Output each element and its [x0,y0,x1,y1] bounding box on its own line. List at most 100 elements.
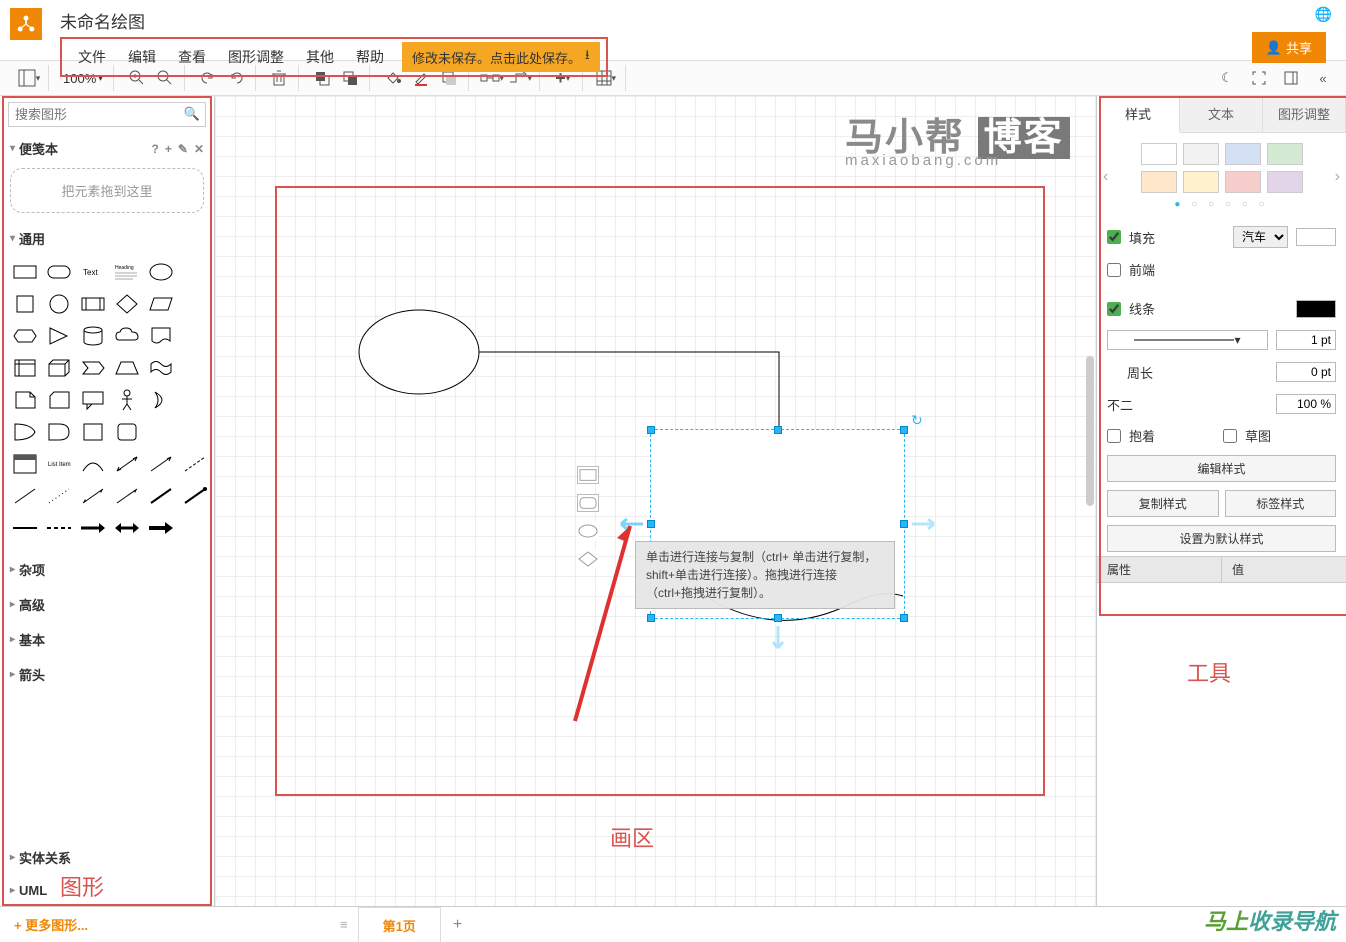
shape-rect[interactable] [10,258,40,286]
tab-text[interactable]: 文本 [1180,96,1263,132]
fullscreen-button[interactable] [1246,65,1272,91]
menu-shape-adjust[interactable]: 图形调整 [218,43,294,71]
shape-listitem[interactable]: List Item [44,450,74,478]
swatch[interactable] [1183,171,1219,193]
menu-other[interactable]: 其他 [296,43,344,71]
copy-style-button[interactable]: 复制样式 [1107,490,1219,517]
shape-arrow-thin[interactable] [112,482,142,510]
quick-shape-roundrect[interactable] [577,494,599,512]
shape-tape[interactable] [146,354,176,382]
swatch[interactable] [1225,143,1261,165]
shape-and[interactable] [44,418,74,446]
shape-blank7[interactable] [180,418,210,446]
shape-internal-storage[interactable] [10,354,40,382]
swatch[interactable] [1141,143,1177,165]
perimeter-input[interactable] [1276,362,1336,382]
shape-list[interactable] [10,450,40,478]
edit-style-button[interactable]: 编辑样式 [1107,455,1336,482]
shape-solid-line[interactable] [10,514,40,542]
shape-callout[interactable] [78,386,108,414]
rotate-handle[interactable]: ↻ [911,412,923,429]
shape-trapezoid[interactable] [112,354,142,382]
shape-moon[interactable] [146,386,176,414]
scratchpad-help[interactable]: ? [152,142,159,156]
shape-dashed-line[interactable] [180,450,210,478]
shape-arrow[interactable] [146,450,176,478]
opacity-input[interactable] [1276,394,1336,414]
search-input[interactable] [8,102,206,127]
shape-connector2[interactable] [180,482,210,510]
shape-parallelogram[interactable] [146,290,176,318]
tab-style[interactable]: 样式 [1097,96,1180,133]
app-logo[interactable] [10,8,42,40]
swatch[interactable] [1225,171,1261,193]
shape-cylinder[interactable] [78,322,108,350]
menu-edit[interactable]: 编辑 [118,43,166,71]
swatch[interactable] [1141,171,1177,193]
sketch-checkbox[interactable] [1223,429,1237,443]
line-color-swatch[interactable] [1296,300,1336,318]
shape-hexagon[interactable] [10,322,40,350]
line-checkbox[interactable] [1107,302,1121,316]
scratchpad-dropzone[interactable]: 把元素拖到这里 [10,168,204,213]
save-warning[interactable]: 修改未保存。点击此处保存。 ⭳ [402,42,600,72]
section-uml[interactable]: ▸UML [0,875,214,906]
shape-roundrect[interactable] [44,258,74,286]
front-checkbox[interactable] [1107,263,1121,277]
view-mode-button[interactable]: ▾ [16,65,42,91]
palette-next[interactable]: › [1335,168,1340,186]
menu-help[interactable]: 帮助 [346,43,394,71]
line-style-select[interactable]: ▾ [1107,330,1268,350]
shape-connector1[interactable] [146,482,176,510]
fill-color-swatch[interactable] [1296,228,1336,246]
shape-circle[interactable] [44,290,74,318]
shape-thick-bidir[interactable] [112,514,142,542]
dir-arrow-down[interactable] [770,624,786,654]
canvas[interactable]: 马小帮 博客 maxiaobang.com ↻ [215,96,1096,906]
dark-mode-button[interactable]: ☾ [1214,65,1240,91]
section-misc[interactable]: ▸杂项 [0,552,214,587]
menu-file[interactable]: 文件 [68,43,116,71]
section-basic[interactable]: ▸基本 [0,622,214,657]
document-title[interactable]: 未命名绘图 [60,8,608,33]
shape-note[interactable] [10,386,40,414]
collapse-button[interactable]: « [1310,65,1336,91]
swatch[interactable] [1267,171,1303,193]
search-icon[interactable]: 🔍 [184,106,200,122]
menu-view[interactable]: 查看 [168,43,216,71]
shape-bidir-thin[interactable] [78,482,108,510]
line-width-input[interactable] [1276,330,1336,350]
swatch[interactable] [1183,143,1219,165]
shape-container[interactable] [78,418,108,446]
shape-square[interactable] [10,290,40,318]
shape-diamond[interactable] [112,290,142,318]
shape-cloud[interactable] [112,322,142,350]
shape-blank3[interactable] [180,322,210,350]
format-panel-button[interactable] [1278,65,1304,91]
palette-prev[interactable]: ‹ [1103,168,1108,186]
shape-blank5[interactable] [180,386,210,414]
swatch[interactable] [1267,143,1303,165]
scratchpad-header[interactable]: ▾ 便笺本 ? + ✎ ✕ [0,133,214,164]
shape-curve[interactable] [78,450,108,478]
shape-thick-arrow2[interactable] [146,514,176,542]
label-style-button[interactable]: 标签样式 [1225,490,1337,517]
shape-blank4[interactable] [180,354,210,382]
set-default-button[interactable]: 设置为默认样式 [1107,525,1336,552]
scratchpad-close-icon[interactable]: ✕ [194,142,204,156]
shape-cube[interactable] [44,354,74,382]
tab-nav-menu[interactable]: ≡ [332,913,356,936]
general-header[interactable]: ▾ 通用 [0,223,214,254]
share-button[interactable]: 👤 共享 [1252,32,1326,63]
fill-select[interactable]: 汽车 [1233,226,1288,248]
shape-process[interactable] [78,290,108,318]
section-advanced[interactable]: ▸高级 [0,587,214,622]
fill-checkbox[interactable] [1107,230,1121,244]
globe-icon[interactable]: 🌐 [1315,6,1332,23]
dir-arrow-right[interactable] [910,516,940,532]
scratchpad-edit-icon[interactable]: ✎ [178,142,188,156]
shape-line[interactable] [10,482,40,510]
more-shapes-button[interactable]: + 更多图形... [0,915,102,934]
shape-triangle[interactable] [44,322,74,350]
section-entity[interactable]: ▸实体关系 [0,840,214,875]
